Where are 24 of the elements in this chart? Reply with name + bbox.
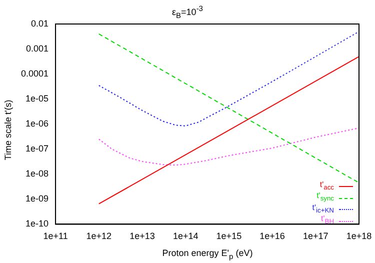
x-axis-title: Proton energy E'$_{p}$ (eV) [161, 248, 254, 261]
x-tick-label: 1e+11 [43, 231, 68, 242]
x-tick-label: 1e+16 [260, 231, 285, 242]
chart-title: ε$_{B}$=10$^{-3}$ [171, 4, 204, 20]
legend-label: t'$_{acc}$ [320, 180, 334, 192]
y-tick-label: 1e-09 [25, 194, 49, 204]
legend-label: t'$_{ic+KN}$ [312, 202, 334, 216]
y-tick-label: 1e-07 [25, 144, 49, 154]
x-tick-label: 1e+13 [130, 231, 155, 242]
y-tick-label: 1e-06 [25, 118, 49, 129]
y-tick-label: 0.0001 [20, 68, 49, 79]
legend-label: t'$_{sync}$ [316, 191, 334, 204]
y-tick-label: 1e-05 [25, 94, 49, 104]
y-tick-label: 1e-10 [25, 218, 49, 229]
y-tick-label: 1e-08 [25, 168, 49, 179]
x-tick-label: 1e+15 [216, 231, 242, 242]
y-tick-label: 0.01 [30, 18, 49, 28]
x-tick-label: 1e+12 [86, 231, 112, 242]
legend-label: t'$_{BH}$ [321, 214, 334, 227]
y-tick-label: 0.001 [26, 44, 49, 54]
x-tick-label: 1e+17 [303, 231, 328, 242]
x-tick-label: 1e+18 [346, 231, 372, 242]
x-tick-label: 1e+14 [172, 231, 198, 242]
y-axis-title: Time scale t'(s) [3, 100, 13, 160]
